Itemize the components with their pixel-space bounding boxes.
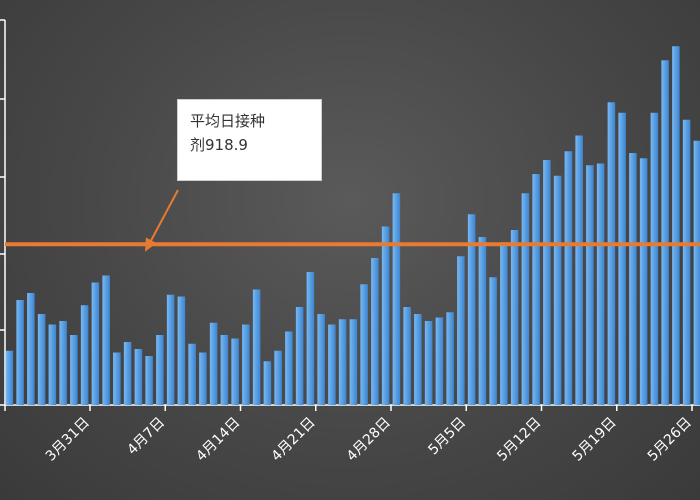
bar-5月20日: [618, 112, 626, 405]
bar-4月23日: [328, 324, 336, 405]
bar-5月24日: [661, 60, 669, 405]
bar-3月30日: [70, 335, 78, 405]
callout-arrow: [145, 189, 179, 251]
bar-5月10日: [510, 230, 519, 405]
bar-4月25日: [349, 319, 358, 405]
bar-5月26日: [682, 119, 691, 405]
average-callout: 平均日接种 剂918.9: [177, 99, 322, 181]
bar-5月4日: [446, 312, 454, 405]
bar-3月29日: [59, 321, 67, 405]
bar-3月25日: [16, 300, 24, 405]
bar-4月17日: [263, 361, 272, 405]
reference-layer: [5, 189, 700, 252]
bar-4月4日: [123, 342, 132, 405]
bar-5月5日: [457, 256, 465, 405]
bar-4月5日: [134, 349, 143, 405]
bar-3月31日: [80, 305, 89, 405]
bar-4月22日: [317, 314, 325, 405]
bar-3月28日: [48, 324, 57, 405]
bar-3月26日: [27, 293, 35, 405]
bar-5月23日: [650, 112, 659, 405]
bar-5月17日: [586, 165, 594, 405]
x-tick-label: 5月12日: [494, 415, 544, 465]
bar-4月9日: [177, 296, 186, 405]
bar-5月14日: [553, 175, 562, 405]
x-tick-label: 4月7日: [124, 415, 168, 459]
bar-5月12日: [532, 174, 540, 405]
x-tick-label: 5月5日: [425, 415, 469, 459]
bar-4月24日: [338, 319, 347, 405]
bar-4月16日: [252, 289, 261, 405]
x-tick-label: 4月28日: [344, 415, 394, 465]
bar-5月7日: [478, 237, 487, 405]
bar-4月28日: [381, 226, 390, 405]
bar-4月3日: [113, 352, 121, 405]
bar-5月8日: [489, 277, 497, 405]
bar-3月24日: [5, 350, 14, 405]
bar-5月25日: [672, 46, 680, 405]
bar-4月29日: [392, 193, 401, 405]
bar-4月13日: [220, 335, 229, 405]
bar-3月27日: [37, 314, 46, 405]
x-tick-labels: 3月31日 4月7日 4月14日 4月21日 4月28日 5月5日 5月12日 5月19日 5月…: [4, 405, 695, 465]
bar-5月11日: [521, 193, 530, 405]
bar-5月22日: [639, 158, 648, 405]
bar-5月2日: [424, 321, 433, 405]
x-tick-label: 5月26日: [645, 415, 695, 465]
bar-5月16日: [575, 135, 583, 405]
bar-4月19日: [285, 331, 293, 405]
x-tick-label: 4月21日: [269, 415, 319, 465]
bar-4月7日: [156, 335, 164, 405]
bar-4月12日: [209, 322, 218, 405]
bar-4月18日: [274, 350, 282, 405]
bar-5月1日: [414, 314, 422, 405]
bar-5月15日: [564, 151, 573, 405]
x-tick-label: 5月19日: [570, 415, 620, 465]
x-tick-label: 4月14日: [193, 415, 243, 465]
bar-4月10日: [188, 343, 196, 405]
bar-4月20日: [295, 307, 304, 405]
bars: [5, 46, 700, 405]
bar-4月1日: [91, 282, 100, 405]
bar-4月14日: [231, 338, 239, 405]
bar-5月27日: [693, 140, 700, 405]
callout-line-1: 平均日接种: [190, 112, 266, 130]
bar-5月13日: [543, 160, 551, 405]
x-tick-label: 3月31日: [43, 415, 93, 465]
bar-4月27日: [371, 258, 379, 405]
bar-4月6日: [145, 356, 153, 405]
bar-4月26日: [360, 284, 368, 405]
bar-4月30日: [403, 307, 411, 405]
bar-5月19日: [607, 102, 616, 405]
bar-5月21日: [629, 153, 637, 405]
bar-5月6日: [467, 214, 476, 405]
callout-arrow-head: [145, 237, 157, 252]
callout-line-2: 剂918.9: [190, 136, 248, 154]
bar-4月11日: [199, 352, 207, 405]
bar-5月9日: [500, 242, 508, 405]
bar-5月18日: [596, 163, 605, 405]
bar-5月3日: [435, 317, 444, 405]
bar-4月15日: [242, 324, 250, 405]
bar-4月21日: [306, 272, 315, 405]
bar-4月2日: [102, 275, 110, 405]
bar-4月8日: [166, 294, 175, 405]
